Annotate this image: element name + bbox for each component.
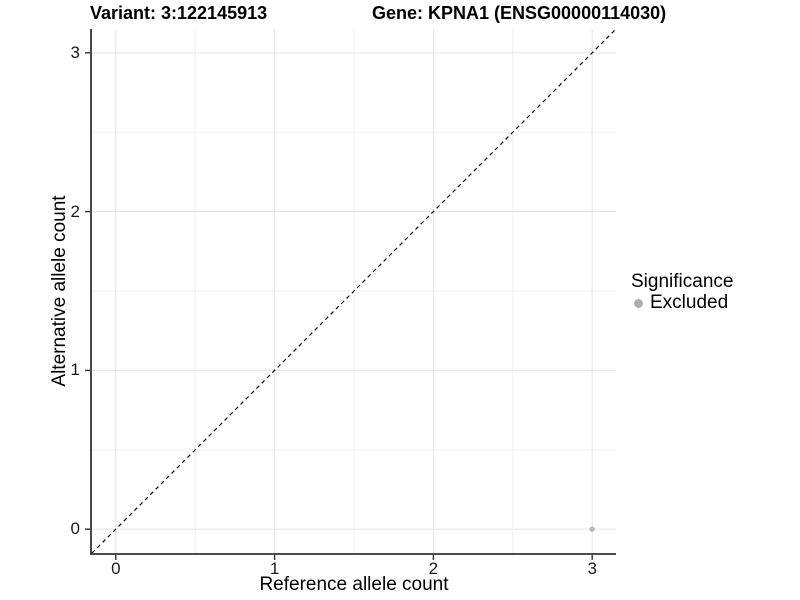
x-tick-label: 0 xyxy=(111,559,121,578)
legend-item-excluded: Excluded xyxy=(628,293,733,313)
y-tick-label: 1 xyxy=(70,360,80,380)
legend: Significance Excluded xyxy=(628,271,733,313)
plot-title-variant: Variant: 3:122145913 xyxy=(90,3,268,23)
legend-item-label: Excluded xyxy=(650,292,729,313)
y-tick-label: 2 xyxy=(70,201,80,221)
x-tick-label: 1 xyxy=(269,559,280,578)
data-point xyxy=(589,526,595,532)
y-tick-label: 0 xyxy=(70,519,80,539)
y-axis-title: Alternative allele count xyxy=(49,195,70,387)
x-tick-label: 2 xyxy=(428,559,439,578)
legend-marker-circle-icon xyxy=(634,298,643,308)
identity-dashed-line xyxy=(91,28,617,554)
x-tick-label: 3 xyxy=(587,559,597,578)
x-axis-title: Reference allele count xyxy=(259,574,449,595)
legend-title: Significance xyxy=(631,271,734,292)
plot-title-gene: Gene: KPNA1 (ENSG00000114030) xyxy=(372,3,667,23)
y-tick-label: 3 xyxy=(70,42,80,62)
